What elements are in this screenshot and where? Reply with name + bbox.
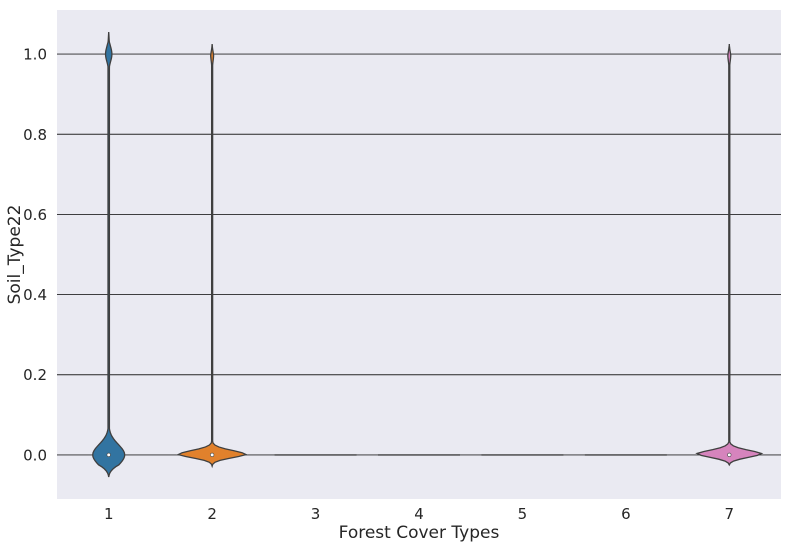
x-tick-label: 7 — [725, 505, 735, 523]
x-axis-label: Forest Cover Types — [339, 523, 500, 543]
violin-cat-7 — [695, 44, 764, 467]
plot-background — [57, 10, 781, 499]
y-axis-label: Soil_Type22 — [5, 205, 25, 305]
y-tick-label: 0.8 — [23, 126, 47, 144]
y-axis-ticks: 0.0 0.2 0.4 0.6 0.8 1.0 — [23, 46, 47, 465]
y-tick-label: 0.6 — [23, 206, 47, 224]
y-tick-label: 0.4 — [23, 286, 47, 304]
x-tick-label: 4 — [414, 505, 424, 523]
x-axis-ticks: 1 2 3 4 5 6 7 — [104, 505, 734, 523]
y-tick-label: 0.2 — [23, 366, 47, 384]
y-tick-label: 1.0 — [23, 46, 47, 64]
x-tick-label: 6 — [621, 505, 631, 523]
x-tick-label: 5 — [518, 505, 528, 523]
x-tick-label: 2 — [207, 505, 217, 523]
violin-cat-1 — [92, 32, 126, 478]
violins — [92, 32, 764, 478]
violin-cat-2 — [176, 44, 248, 469]
median-marker — [210, 452, 215, 458]
median-marker — [106, 452, 111, 458]
median-marker — [727, 452, 732, 458]
y-tick-label: 0.0 — [23, 446, 47, 464]
x-tick-label: 1 — [104, 505, 114, 523]
x-tick-label: 3 — [311, 505, 321, 523]
